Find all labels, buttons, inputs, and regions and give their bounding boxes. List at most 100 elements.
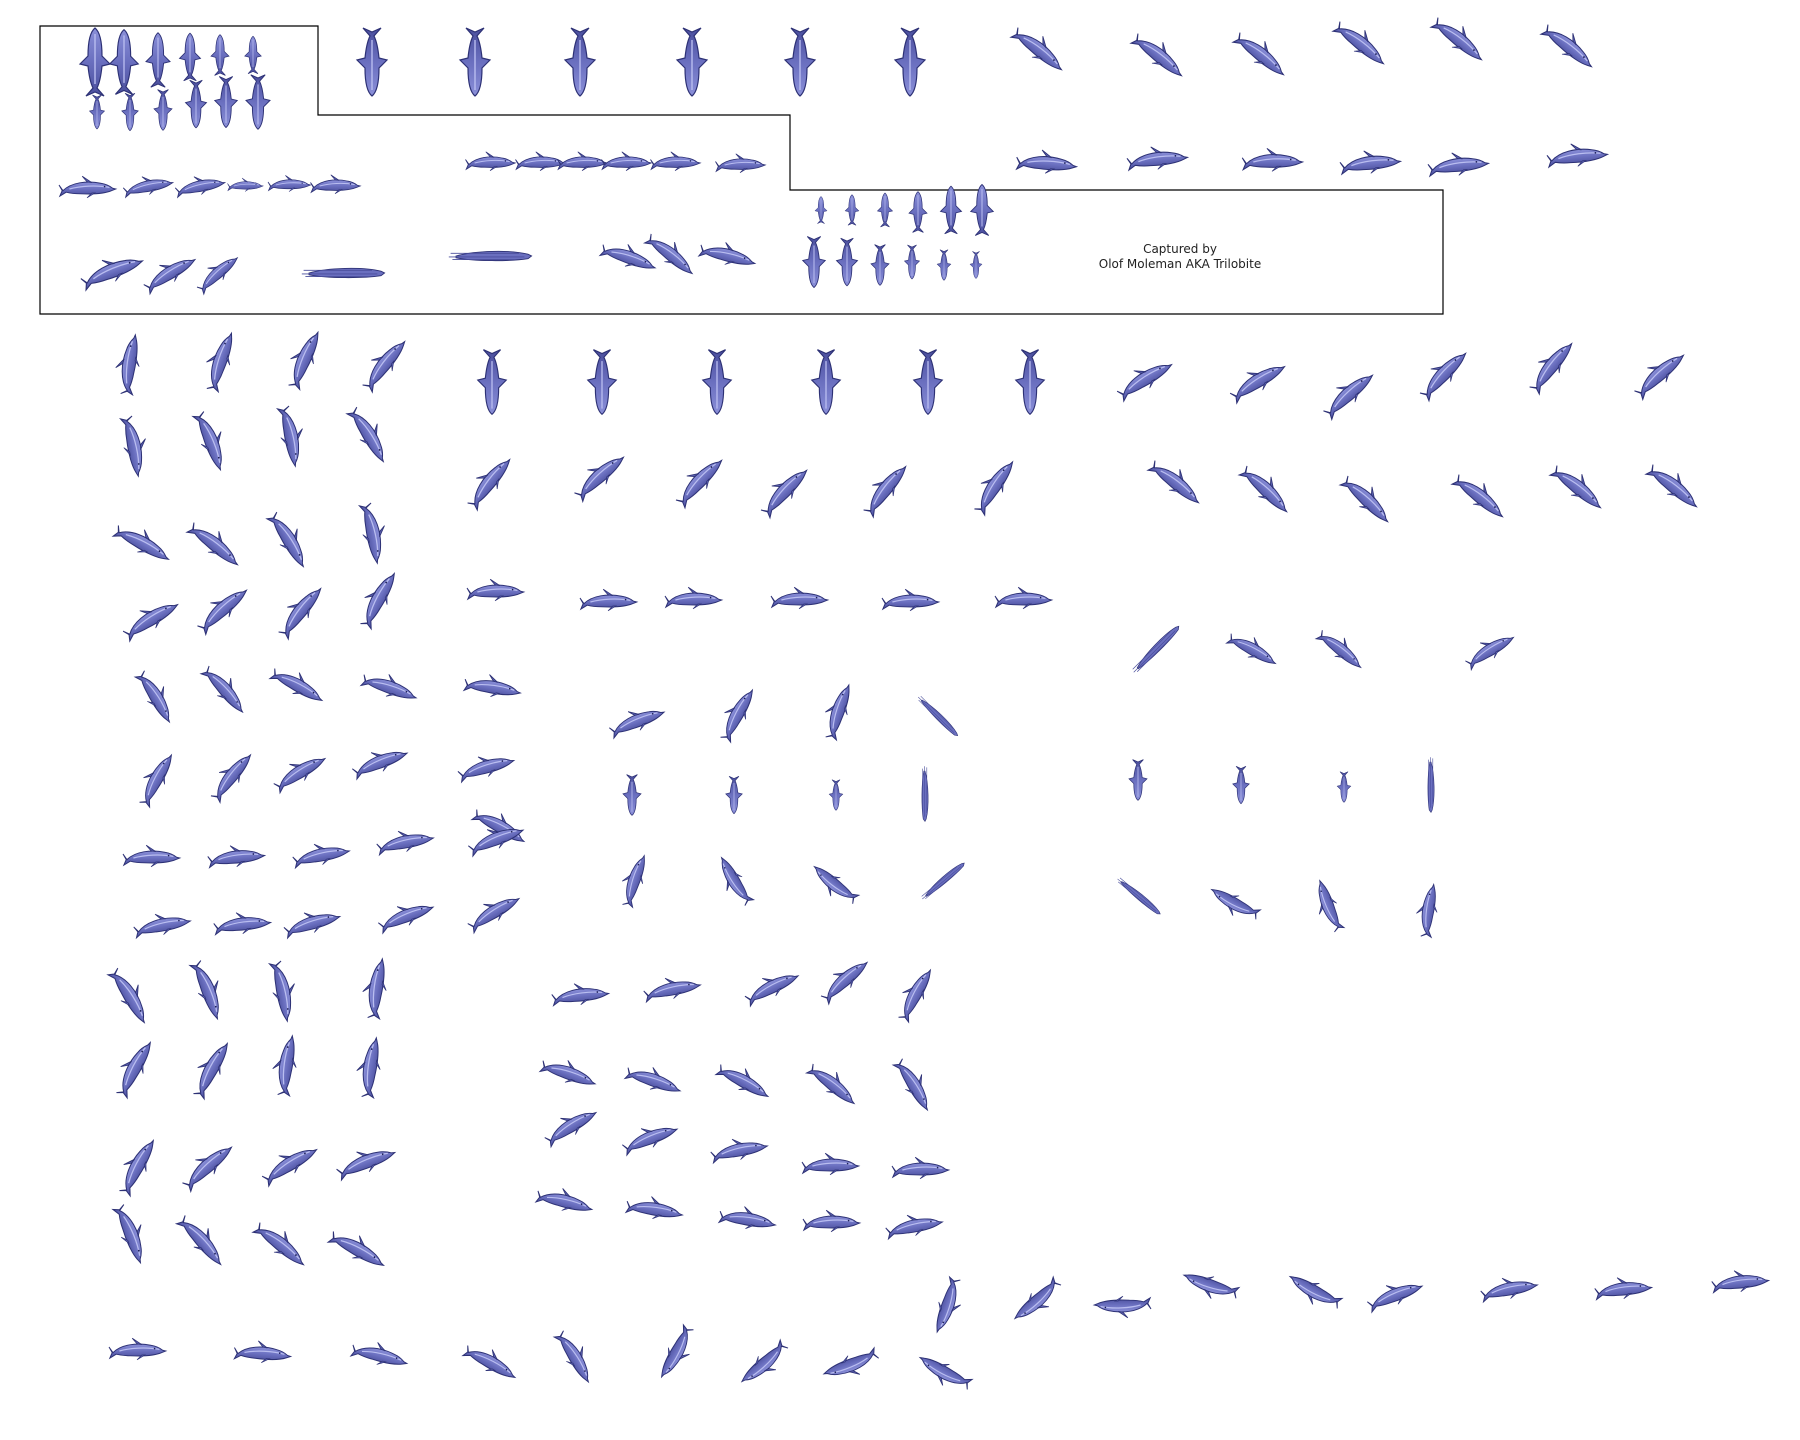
dolphin-icon	[1426, 149, 1490, 179]
dolphin-icon	[1337, 468, 1398, 529]
dolphin-icon	[79, 27, 111, 97]
dolphin-icon	[1128, 25, 1191, 84]
dolphin-icon	[1478, 1271, 1540, 1305]
dolphin-icon	[1205, 881, 1263, 928]
dolphin-icon	[624, 1191, 686, 1225]
dolphin-icon	[1224, 354, 1290, 406]
dolphin-icon	[351, 566, 404, 632]
dolphin-icon	[753, 460, 814, 521]
dolphin-blur-icon	[1130, 623, 1182, 675]
dolphin-icon	[740, 963, 803, 1009]
dolphin-icon	[131, 907, 193, 941]
dolphin-icon	[890, 963, 939, 1025]
dolphin-blur-icon	[919, 860, 967, 902]
dolphin-icon	[966, 453, 1021, 518]
dolphin-blur-icon	[301, 267, 386, 279]
dolphin-icon	[466, 578, 525, 602]
dolphin-icon	[539, 1100, 601, 1150]
dolphin-icon	[1545, 140, 1609, 170]
dolphin-icon	[173, 171, 227, 200]
dolphin-icon	[814, 196, 828, 224]
dolphin-icon	[883, 1208, 945, 1242]
dolphin-icon	[266, 958, 302, 1024]
dolphin-icon	[551, 1325, 601, 1387]
dolphin-icon	[348, 740, 411, 782]
dolphin-icon	[121, 171, 175, 200]
dolphin-icon	[1412, 343, 1473, 404]
dolphin-icon	[913, 1349, 975, 1398]
dolphin-icon	[309, 174, 361, 195]
dolphin-icon	[1241, 147, 1304, 172]
credit-line-2: Olof Moleman AKA Trilobite	[1098, 257, 1262, 271]
dolphin-icon	[556, 151, 608, 172]
dolphin-icon	[184, 514, 247, 573]
dolphin-icon	[913, 349, 943, 415]
dolphin-icon	[936, 249, 952, 281]
dolphin-icon	[89, 94, 105, 130]
dolphin-icon	[1330, 13, 1393, 72]
dolphin-icon	[697, 235, 759, 273]
dolphin-icon	[623, 1058, 686, 1100]
dolphin-icon	[76, 246, 147, 293]
dolphin-icon	[1314, 623, 1369, 675]
dolphin-icon	[145, 32, 171, 88]
dolphin-icon	[191, 248, 243, 297]
dolphin-icon	[179, 32, 201, 82]
dolphin-icon	[676, 27, 708, 97]
dolphin-icon	[122, 844, 181, 868]
dolphin-icon	[325, 1222, 391, 1275]
dolphin-icon	[267, 1032, 303, 1098]
dolphin-icon	[891, 1156, 950, 1180]
dolphin-icon	[1014, 147, 1079, 177]
dolphin-icon	[1363, 1273, 1426, 1315]
dolphin-icon	[374, 824, 436, 858]
dolphin-icon	[110, 1133, 163, 1199]
dolphin-icon	[110, 516, 176, 569]
dolphin-icon	[1224, 625, 1282, 672]
dolphin-icon	[641, 971, 703, 1005]
dolphin-icon	[770, 586, 829, 610]
dolphin-icon	[138, 247, 200, 297]
dolphin-icon	[622, 774, 642, 816]
dolphin-icon	[1236, 458, 1297, 519]
dolphin-icon	[359, 665, 422, 707]
dolphin-icon	[550, 980, 611, 1008]
dolphin-icon	[462, 669, 524, 703]
dolphin-icon	[1428, 9, 1491, 68]
dolphin-icon	[877, 192, 893, 228]
dolphin-icon	[459, 27, 491, 97]
dolphin-icon	[256, 1137, 322, 1189]
dolphin-icon	[184, 1036, 237, 1102]
dolphin-icon	[804, 1056, 863, 1111]
dolphin-icon	[1710, 1267, 1771, 1295]
dolphin-icon	[1008, 1274, 1068, 1329]
dolphin-icon	[618, 1116, 681, 1158]
dolphin-icon	[109, 29, 139, 95]
dolphin-blur-icon	[1427, 756, 1435, 813]
dolphin-icon	[462, 886, 524, 936]
dolphin-icon	[110, 331, 146, 397]
dolphin-icon	[881, 588, 940, 612]
dolphin-icon	[710, 852, 756, 911]
dolphin-blur-icon	[921, 765, 929, 822]
dolphin-icon	[464, 151, 516, 172]
dolphin-icon	[1145, 452, 1208, 511]
dolphin-icon	[290, 837, 352, 871]
dolphin-icon	[197, 327, 241, 394]
dolphin-icon	[1232, 765, 1250, 805]
dolphin-icon	[614, 850, 653, 910]
dolphin-icon	[1008, 19, 1071, 78]
dolphin-icon	[855, 457, 914, 520]
dolphin-icon	[459, 450, 518, 513]
dolphin-icon	[802, 235, 826, 289]
dolphin-icon	[1336, 771, 1352, 803]
dolphin-icon	[908, 191, 928, 233]
dolphin-icon	[455, 747, 517, 785]
dolphin-icon	[802, 1209, 861, 1233]
dolphin-icon	[1547, 457, 1610, 516]
dolphin-icon	[1316, 364, 1380, 422]
dolphin-icon	[153, 89, 173, 131]
dolphin-icon	[994, 586, 1053, 610]
dolphin-icon	[131, 748, 180, 810]
